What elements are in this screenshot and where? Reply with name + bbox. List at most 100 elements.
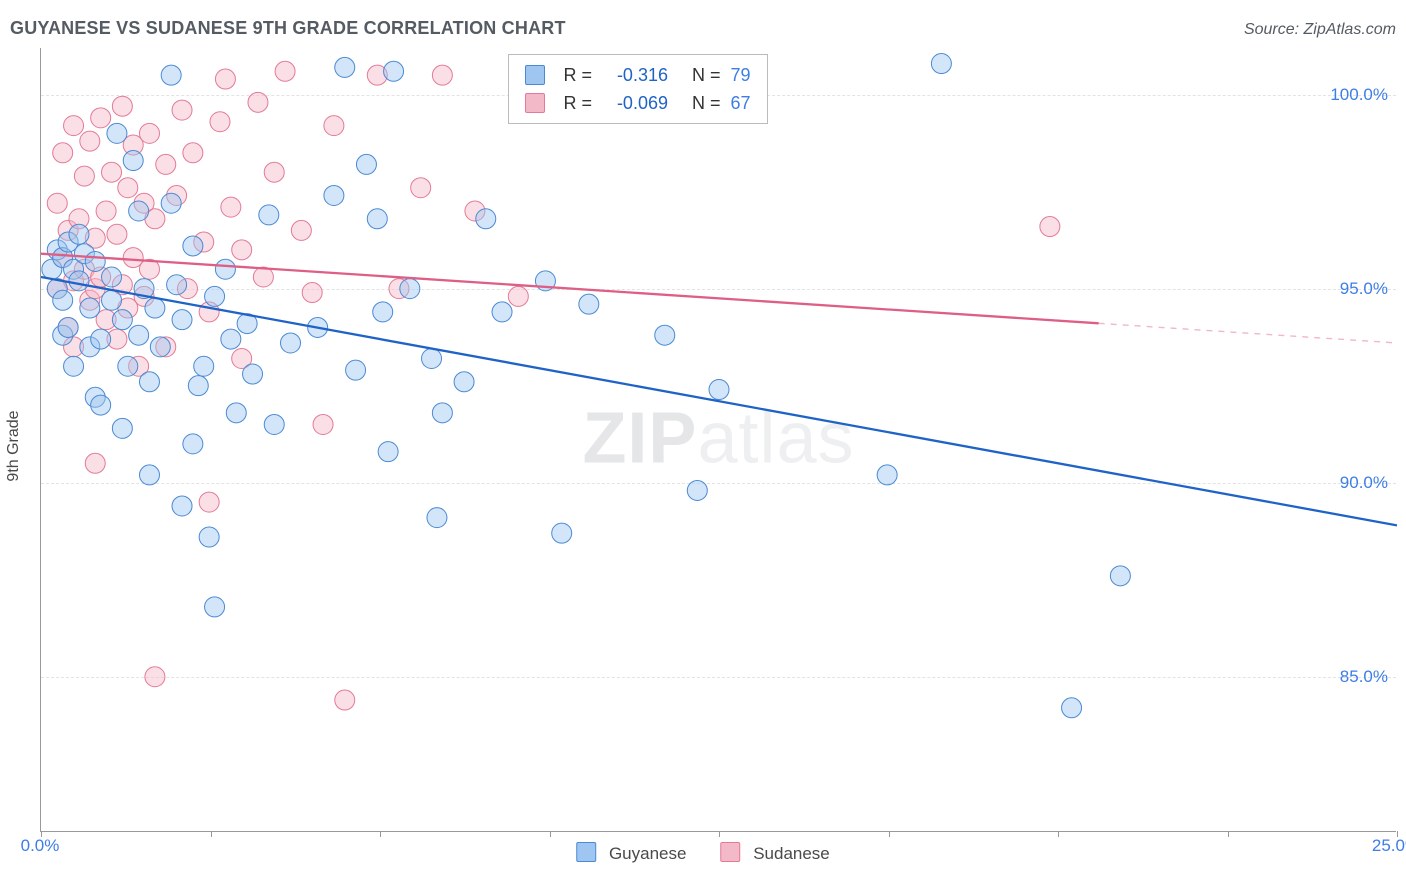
scatter-point-sudanese [221,197,241,217]
plot-area-wrap: ZIPatlas 85.0%90.0%95.0%100.0%R =-0.316N… [40,48,1396,832]
y-tick-label: 95.0% [1340,279,1388,299]
scatter-point-guyanese [85,251,105,271]
scatter-point-guyanese [281,333,301,353]
scatter-point-guyanese [58,232,78,252]
scatter-point-sudanese [85,228,105,248]
scatter-point-guyanese [264,414,284,434]
scatter-point-sudanese [145,209,165,229]
scatter-point-sudanese [465,201,485,221]
scatter-point-guyanese [123,151,143,171]
stats-legend-row-sudanese: R =-0.069N =67 [525,89,750,117]
x-tick [380,831,381,837]
scatter-point-guyanese [221,329,241,349]
stats-n-value-sudanese: 67 [731,89,751,117]
scatter-point-guyanese [183,434,203,454]
trendline-guyanese [41,277,1397,525]
scatter-point-sudanese [80,290,100,310]
scatter-point-sudanese [411,178,431,198]
scatter-point-guyanese [335,57,355,77]
scatter-point-sudanese [156,154,176,174]
scatter-point-guyanese [476,209,496,229]
stats-swatch-sudanese [525,93,545,113]
scatter-point-guyanese [150,337,170,357]
scatter-point-sudanese [183,143,203,163]
scatter-point-sudanese [199,302,219,322]
plot-area: ZIPatlas 85.0%90.0%95.0%100.0%R =-0.316N… [40,48,1396,832]
scatter-point-guyanese [53,290,73,310]
scatter-point-guyanese [422,348,442,368]
scatter-point-guyanese [107,123,127,143]
scatter-point-guyanese [205,597,225,617]
stats-r-value-guyanese: -0.316 [602,61,668,89]
x-tick-label-max: 25.0% [1372,836,1406,856]
scatter-point-sudanese [324,116,344,136]
scatter-point-guyanese [373,302,393,322]
gridline [41,483,1396,484]
scatter-point-sudanese [91,267,111,287]
x-tick [1058,831,1059,837]
scatter-point-guyanese [259,205,279,225]
scatter-point-sudanese [64,337,84,357]
y-tick-label: 90.0% [1340,473,1388,493]
scatter-point-sudanese [53,143,73,163]
scatter-point-sudanese [102,162,122,182]
scatter-point-guyanese [427,508,447,528]
scatter-point-sudanese [123,135,143,155]
scatter-point-guyanese [80,337,100,357]
y-axis-label: 9th Grade [5,410,23,481]
scatter-point-sudanese [129,356,149,376]
stats-r-label: R = [563,89,592,117]
scatter-point-guyanese [199,527,219,547]
scatter-point-guyanese [183,236,203,256]
stats-r-label: R = [563,61,592,89]
scatter-point-guyanese [112,310,132,330]
scatter-point-sudanese [112,96,132,116]
scatter-point-guyanese [194,356,214,376]
x-tick-label-min: 0.0% [21,836,60,856]
scatter-point-sudanese [74,259,94,279]
scatter-point-sudanese [367,65,387,85]
legend-swatch-guyanese [576,842,596,862]
scatter-point-guyanese [237,314,257,334]
scatter-point-sudanese [432,65,452,85]
stats-legend-row-guyanese: R =-0.316N =79 [525,61,750,89]
chart-title: GUYANESE VS SUDANESE 9TH GRADE CORRELATI… [10,18,566,39]
scatter-point-sudanese [335,690,355,710]
scatter-point-guyanese [931,54,951,74]
scatter-point-guyanese [226,403,246,423]
x-tick [889,831,890,837]
scatter-point-sudanese [302,283,322,303]
gridline [41,289,1396,290]
scatter-point-guyanese [53,325,73,345]
scatter-point-sudanese [264,162,284,182]
scatter-point-guyanese [172,310,192,330]
scatter-point-guyanese [64,356,84,376]
scatter-point-sudanese [74,166,94,186]
scatter-point-guyanese [91,395,111,415]
scatter-point-guyanese [378,442,398,462]
title-row: GUYANESE VS SUDANESE 9TH GRADE CORRELATI… [10,18,1396,39]
scatter-point-sudanese [139,123,159,143]
x-tick [1228,831,1229,837]
chart-source: Source: ZipAtlas.com [1244,21,1396,39]
x-tick [211,831,212,837]
scatter-point-guyanese [356,154,376,174]
scatter-point-sudanese [167,185,187,205]
scatter-point-guyanese [64,259,84,279]
scatter-point-guyanese [139,372,159,392]
series-legend: Guyanese Sudanese [576,842,830,864]
scatter-point-sudanese [107,329,127,349]
scatter-point-sudanese [96,310,116,330]
legend-label-sudanese: Sudanese [753,844,830,863]
gridline [41,677,1396,678]
scatter-point-sudanese [53,248,73,268]
scatter-point-sudanese [118,178,138,198]
scatter-point-guyanese [1062,698,1082,718]
scatter-point-guyanese [172,496,192,516]
scatter-point-guyanese [432,403,452,423]
scatter-point-guyanese [492,302,512,322]
scatter-point-guyanese [145,298,165,318]
scatter-point-guyanese [709,380,729,400]
scatter-point-sudanese [69,209,89,229]
scatter-point-guyanese [324,185,344,205]
